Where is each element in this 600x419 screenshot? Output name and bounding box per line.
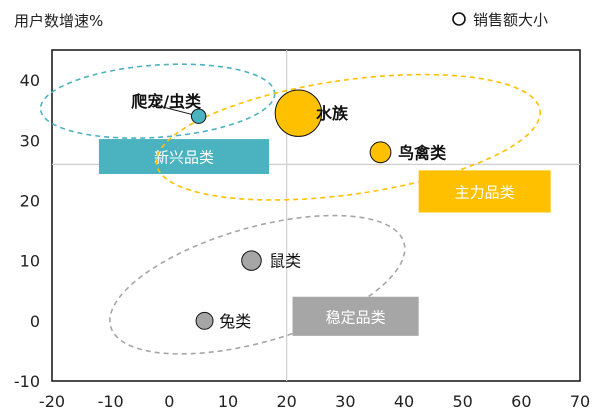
x-tick-label: 30	[335, 392, 355, 411]
x-tick-label: 10	[218, 392, 238, 411]
point-leader-line	[151, 103, 199, 117]
group-ellipse	[155, 73, 541, 201]
point-label: 鸟禽类	[398, 143, 447, 162]
group-label: 主力品类	[455, 183, 515, 201]
data-point	[190, 108, 207, 124]
size-legend-label: 销售额大小	[473, 11, 548, 29]
y-tick-label: 20	[20, 191, 40, 210]
group-label-box	[292, 296, 419, 336]
x-tick-label: -20	[39, 392, 65, 411]
data-point	[274, 89, 323, 137]
y-tick-label: 30	[20, 131, 40, 150]
x-tick-label: 40	[394, 392, 414, 411]
group-label: 新兴品类	[154, 149, 214, 167]
y-axis-title: 用户数增速%	[14, 12, 103, 30]
x-tick-label: -10	[98, 392, 124, 411]
x-tick-label: 60	[511, 392, 531, 411]
size-legend-icon	[452, 12, 466, 26]
y-tick-label: 0	[30, 312, 40, 331]
group-label-box	[418, 170, 551, 213]
data-point	[195, 311, 214, 330]
x-tick-label: 0	[164, 392, 174, 411]
data-point	[241, 250, 262, 271]
group-label: 稳定品类	[326, 308, 386, 326]
data-point	[369, 141, 392, 164]
point-label: 鼠类	[269, 252, 301, 271]
group-ellipse	[109, 214, 406, 355]
y-tick-label: -10	[14, 372, 40, 391]
point-label: 爬宠/虫类	[130, 92, 202, 111]
plot-frame	[51, 49, 581, 382]
x-tick-label: 20	[276, 392, 296, 411]
group-label-box	[98, 139, 270, 174]
point-label: 水族	[316, 104, 349, 123]
x-tick-label: 50	[452, 392, 472, 411]
y-tick-label: 40	[20, 71, 40, 90]
point-label: 兔类	[219, 312, 251, 331]
y-tick-label: 10	[20, 252, 40, 271]
x-tick-label: 70	[570, 392, 590, 411]
